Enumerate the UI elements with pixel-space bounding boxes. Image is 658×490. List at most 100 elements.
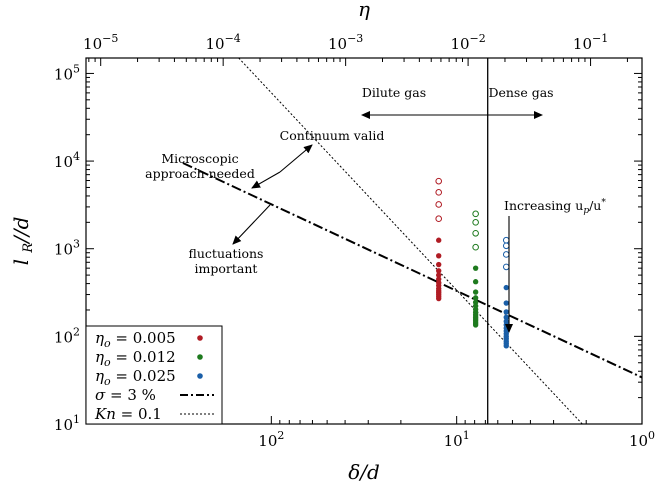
point-series0-open-1	[435, 201, 443, 208]
point-series0-open-3	[435, 177, 443, 185]
annotations: Dilute gas Dense gas Continuum valid Mic…	[145, 85, 606, 333]
legend-label-1-main: η	[95, 348, 104, 366]
plot-frame	[85, 57, 643, 425]
y-axis-label-text: l	[9, 259, 33, 265]
y-tick-label-0-exp: 1	[73, 413, 80, 426]
y-tick-label-4-exp: 5	[73, 62, 80, 75]
legend-label-1-sub: o	[104, 356, 111, 369]
sigma-3-percent-line	[182, 162, 642, 379]
y-tick-label-2-base: 10	[54, 241, 73, 259]
top-tick-label-3: 10−2	[450, 32, 485, 53]
top-axis-label: η	[358, 0, 370, 21]
y-axis-label-sub: R	[21, 243, 36, 254]
point-series0-filled-10	[436, 268, 442, 274]
legend-label-2-main: η	[95, 367, 104, 385]
y-tick-label-4-base: 10	[54, 65, 73, 83]
data-points	[435, 177, 510, 349]
top-tick-label-1-base: 10	[206, 35, 225, 53]
legend-label-4-main: Kn	[94, 405, 116, 423]
y-tick-label-3: 104	[54, 150, 80, 171]
legend-marker-2	[197, 373, 203, 379]
increasing-sub: p	[583, 206, 589, 216]
x-axis-label: δ/d	[348, 460, 380, 484]
point-series1-filled-8	[472, 303, 479, 309]
point-series0-filled-9	[436, 272, 442, 278]
y-axis-label: l R//d	[9, 217, 36, 266]
legend-label-3-rest: = 3 %	[105, 386, 156, 404]
point-series2-filled-13	[503, 284, 509, 291]
legend-label-0-main: η	[95, 329, 104, 347]
x-tick-label-2-exp: 0	[648, 429, 655, 442]
kn-0.1-line	[238, 58, 583, 424]
annotation-fluctuations-1: fluctuations	[189, 246, 264, 261]
x-tick-label-1: 101	[444, 429, 470, 450]
legend-label-4: Kn = 0.1	[94, 405, 162, 423]
legend-label-1: ηo = 0.012	[95, 348, 176, 369]
y-tick-label-3-exp: 4	[73, 150, 80, 163]
x-tick-label-0-base: 10	[258, 432, 277, 450]
point-series1-open-2	[472, 219, 479, 226]
y-tick-label-3-base: 10	[54, 153, 73, 171]
legend-label-4-rest: = 0.1	[116, 405, 162, 423]
point-series2-filled-10	[503, 314, 509, 320]
annotation-dilute-gas: Dilute gas	[362, 85, 426, 100]
y-tick-label-2-exp: 3	[73, 238, 80, 251]
top-tick-label-0-base: 10	[83, 35, 102, 53]
point-series2-filled-11	[503, 309, 509, 315]
top-tick-label-2-base: 10	[328, 35, 347, 53]
y-tick-label-0-base: 10	[54, 416, 73, 434]
x-tick-label-0-exp: 2	[277, 429, 284, 442]
point-series0-filled-8	[436, 276, 442, 282]
top-tick-label-0-exp: −5	[102, 32, 118, 45]
annotation-continuum-valid: Continuum valid	[280, 128, 385, 143]
point-series1-open-1	[472, 229, 479, 237]
increasing-sup: *	[601, 198, 606, 208]
y-tick-label-1-exp: 2	[73, 325, 80, 338]
point-series2-filled-9	[503, 318, 509, 325]
point-series2-filled-12	[503, 300, 509, 306]
point-series1-filled-13	[472, 265, 479, 271]
point-series1-open-0	[472, 243, 479, 251]
annotation-microscopic-1: Microscopic	[161, 151, 238, 166]
top-tick-label-0: 10−5	[83, 32, 118, 53]
increasing-text: Increasing u	[504, 198, 583, 213]
point-series0-filled-12	[436, 253, 442, 259]
annotation-microscopic-2: approach needed	[145, 166, 255, 181]
legend-label-2: ηo = 0.025	[95, 367, 176, 388]
legend-label-1-rest: = 0.012	[111, 348, 176, 366]
top-tick-label-2-exp: −3	[347, 32, 363, 45]
legend-label-0-rest: = 0.005	[111, 329, 176, 347]
point-series2-open-3	[502, 236, 510, 244]
y-tick-label-2: 103	[54, 238, 80, 259]
x-tick-label-1-base: 10	[444, 432, 463, 450]
point-series2-open-0	[502, 263, 510, 271]
annotation-fluctuations-2: important	[195, 261, 258, 276]
x-tick-label-1-exp: 1	[463, 429, 470, 442]
legend-label-3: σ = 3 %	[95, 386, 156, 404]
increasing-sep: /u	[589, 198, 601, 213]
y-tick-label-4: 105	[54, 62, 80, 83]
point-series0-filled-11	[436, 261, 442, 268]
top-tick-label-3-base: 10	[450, 35, 469, 53]
y-tick-label-1-base: 10	[54, 328, 73, 346]
top-tick-label-3-exp: −2	[470, 32, 486, 45]
y-axis-label-rest: //d	[9, 217, 33, 245]
top-tick-label-1: 10−4	[206, 32, 241, 53]
y-tick-label-1: 102	[54, 325, 80, 346]
x-tick-label-0: 102	[258, 429, 284, 450]
x-tick-label-2: 100	[629, 429, 655, 450]
x-tick-label-2-base: 10	[629, 432, 648, 450]
legend-marker-0	[197, 335, 203, 341]
point-series1-filled-10	[472, 295, 479, 301]
top-tick-label-4-base: 10	[573, 35, 592, 53]
point-series0-open-2	[435, 189, 443, 196]
annotation-dense-gas: Dense gas	[488, 85, 553, 100]
point-series2-open-1	[502, 251, 510, 258]
legend-label-3-main: σ	[95, 386, 106, 404]
legend-label-0-sub: o	[104, 337, 111, 350]
point-series1-filled-12	[472, 279, 479, 285]
point-series1-filled-9	[472, 299, 479, 305]
